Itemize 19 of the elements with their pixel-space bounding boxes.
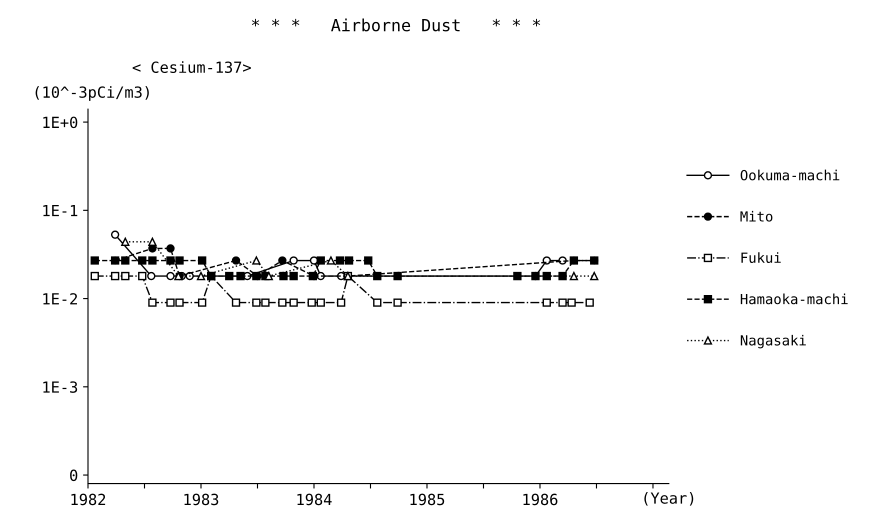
legend-label: Fukui: [741, 252, 781, 263]
chart-subtitle: < Cesium-137>: [132, 61, 251, 74]
x-tick-label: 1984: [297, 494, 332, 506]
x-tick-label: 1986: [523, 494, 558, 506]
x-tick-label: 1982: [71, 494, 106, 506]
legend-label: Mito: [740, 210, 772, 222]
chart-title: * * * Airborne Dust * * *: [252, 18, 540, 32]
y-tick-label: 1E-1: [43, 205, 78, 216]
legend-label: Ookuma-machi: [740, 170, 840, 180]
y-tick-label: 1E-3: [43, 381, 78, 393]
legend-label: Nagasaki: [740, 334, 806, 348]
y-tick-label: 0: [70, 470, 78, 482]
x-axis-title: (Year): [644, 492, 694, 506]
y-tick-label: 1E+0: [43, 116, 78, 128]
x-tick-label: 1985: [410, 494, 444, 506]
y-tick-label: 1E-2: [43, 293, 77, 304]
legend-label: Hamaoka-machi: [740, 294, 848, 304]
x-tick-label: 1983: [184, 494, 218, 506]
y-axis-title: (10^-3pCi/m3): [36, 86, 149, 101]
